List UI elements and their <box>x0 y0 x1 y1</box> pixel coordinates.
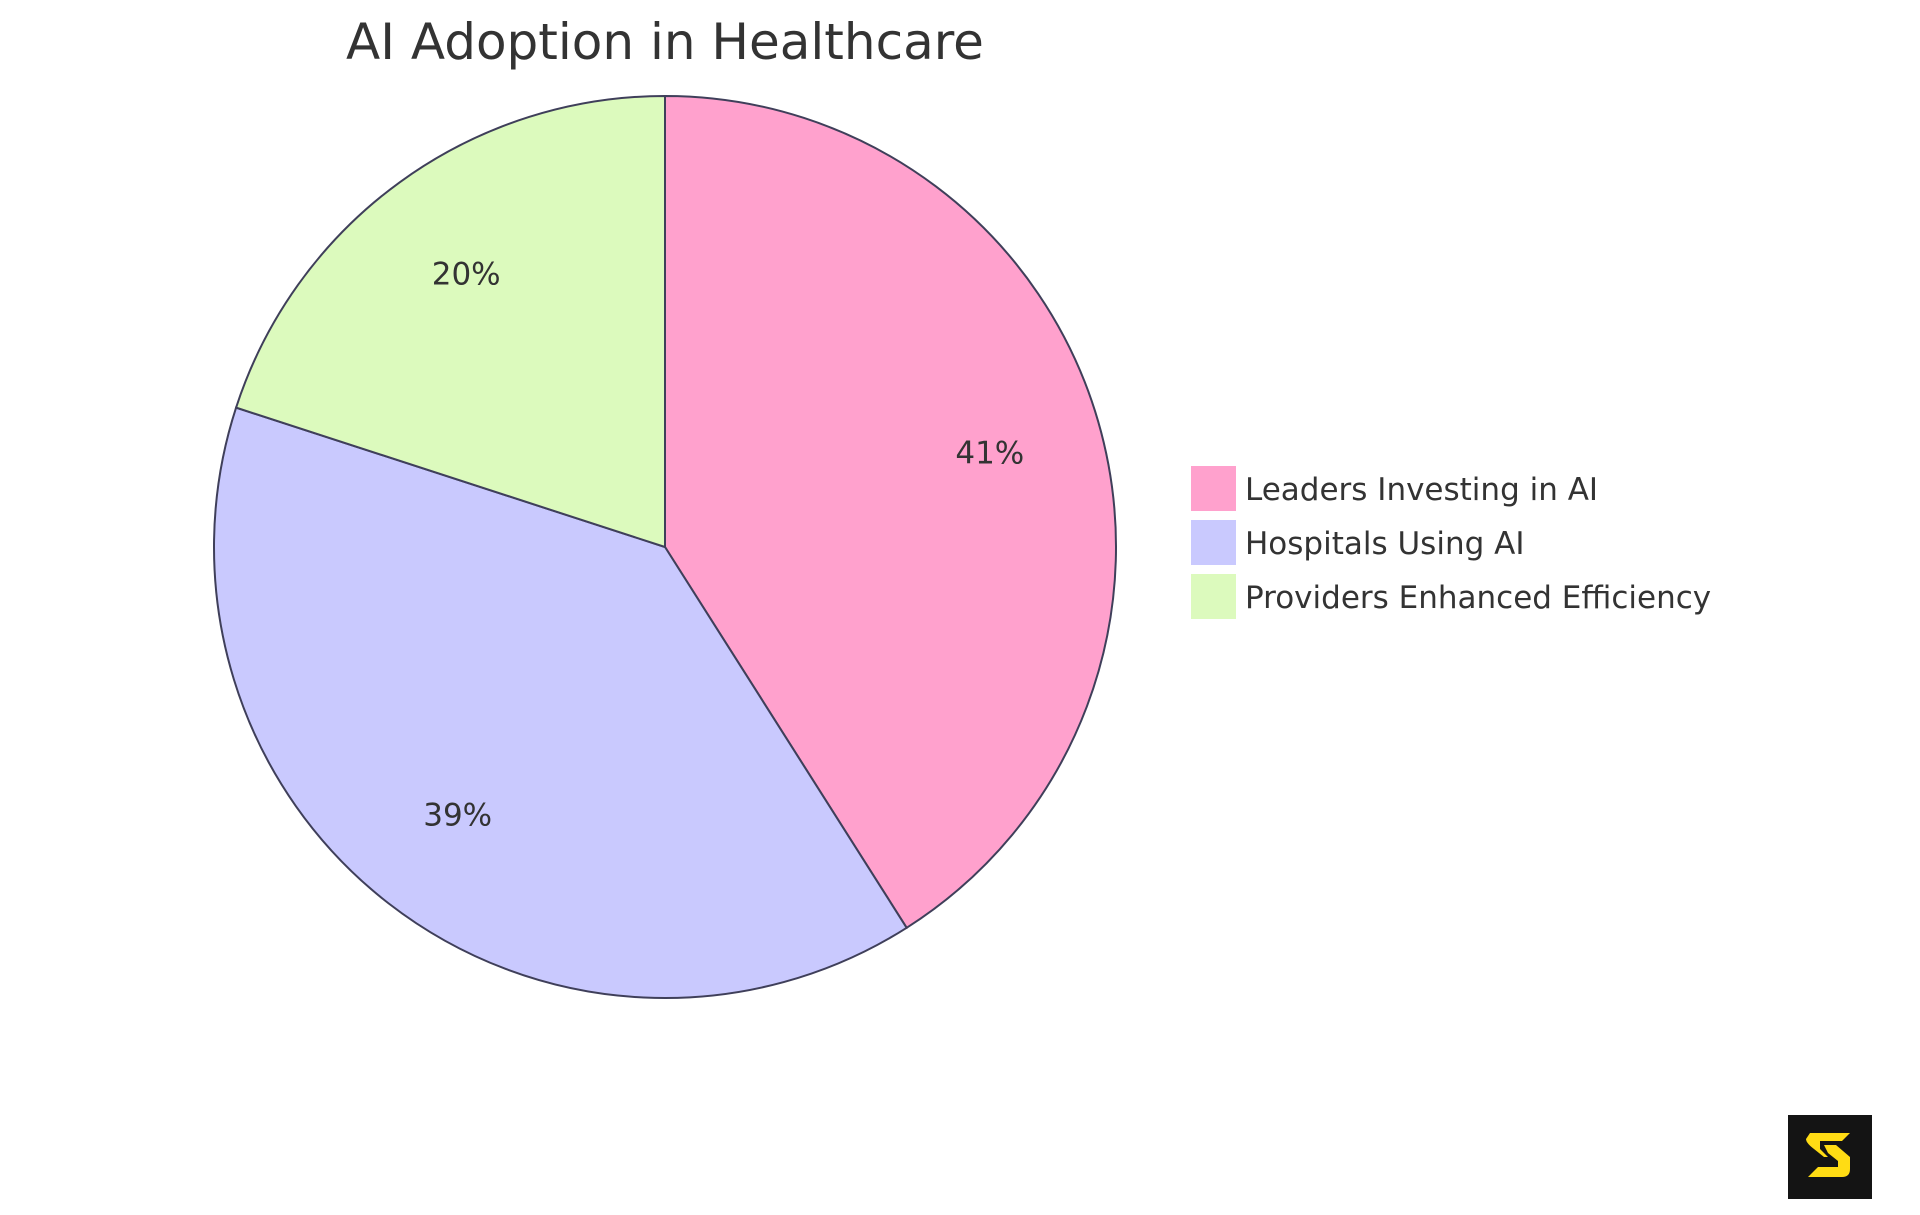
legend-label: Providers Enhanced Efficiency <box>1245 580 1711 616</box>
slice-label: 20% <box>432 256 501 292</box>
legend-swatch <box>1191 466 1236 511</box>
chart-title: AI Adoption in Healthcare <box>346 13 984 71</box>
pie-slice <box>664 94 1117 930</box>
legend-swatch <box>1191 574 1236 619</box>
slice-label: 41% <box>955 436 1024 472</box>
s-logo-icon <box>1788 1115 1872 1199</box>
pie-slice <box>213 406 909 999</box>
slice-label: 39% <box>423 797 492 833</box>
legend-label: Leaders Investing in AI <box>1245 472 1598 508</box>
legend-swatch <box>1191 520 1236 565</box>
pie-slice <box>234 94 666 549</box>
legend-label: Hospitals Using AI <box>1245 526 1524 562</box>
